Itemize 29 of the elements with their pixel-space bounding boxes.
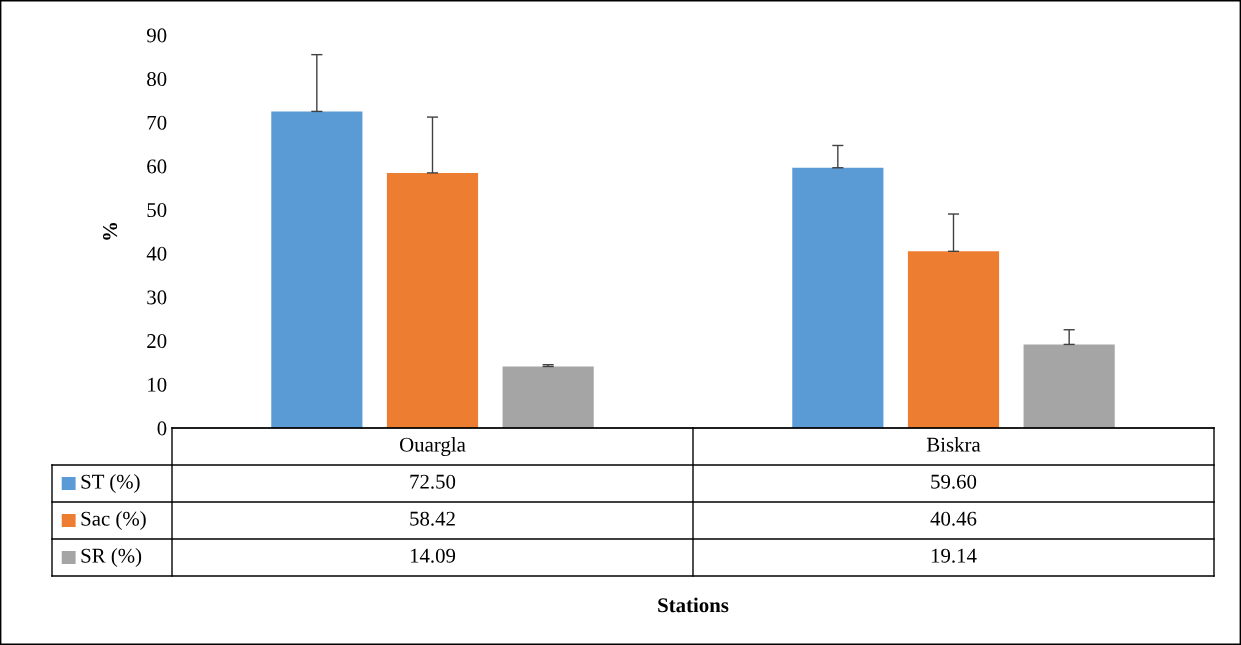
y-tick-label: 60 (147, 159, 167, 174)
y-tick-label: 50 (147, 203, 167, 218)
y-tick-label: 10 (148, 377, 167, 392)
y-axis-title: % (103, 223, 118, 240)
y-tick-label: 80 (147, 72, 167, 87)
y-tick-label: 70 (147, 115, 167, 130)
data-label: 14.09 (410, 548, 456, 563)
bar (792, 167, 884, 428)
legend-label: ST (%) (81, 474, 140, 493)
y-tick-label: 40 (146, 246, 167, 261)
data-label: 72.50 (410, 474, 456, 489)
bar (1023, 344, 1115, 428)
x-tick-label: Biskra (926, 437, 981, 452)
bar (386, 172, 479, 428)
y-tick-label: 30 (147, 290, 167, 305)
y-tick-label: 20 (147, 334, 167, 349)
x-tick-label: Ouargla (399, 437, 466, 456)
bar (907, 251, 1000, 428)
data-label: 58.42 (410, 511, 455, 526)
bar (271, 111, 363, 428)
legend-label: SR (%) (81, 548, 142, 567)
data-label: 59.60 (931, 474, 977, 489)
bar (502, 366, 594, 428)
y-tick-label: 0 (157, 421, 167, 436)
data-label: 19.14 (931, 548, 977, 563)
text: Stations (658, 597, 729, 613)
y-tick-label: 90 (146, 28, 167, 43)
legend-label: Sac (%) (81, 511, 146, 530)
data-label: 40.46 (930, 511, 977, 526)
